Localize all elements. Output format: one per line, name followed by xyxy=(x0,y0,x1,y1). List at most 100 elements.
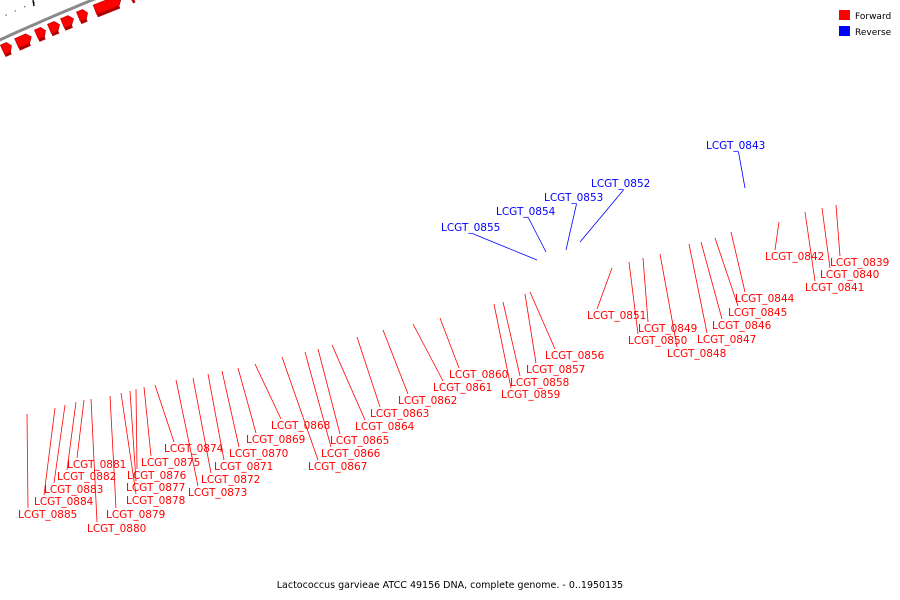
gene-label[interactable]: LCGT_0868 xyxy=(271,420,330,432)
gene-label[interactable]: LCGT_0851 xyxy=(587,310,646,322)
gene-label[interactable]: LCGT_0883 xyxy=(44,484,103,496)
gene-label[interactable]: LCGT_0865 xyxy=(330,435,389,447)
gene-label[interactable]: LCGT_0872 xyxy=(201,474,260,486)
label-leader xyxy=(143,386,152,457)
scale-dot xyxy=(24,5,26,8)
gene-blocks xyxy=(0,0,163,58)
label-leader xyxy=(109,395,117,509)
gene-block[interactable] xyxy=(92,0,124,18)
gene-label[interactable]: LCGT_0848 xyxy=(667,348,726,360)
gene-label[interactable]: LCGT_0880 xyxy=(87,523,146,535)
label-leader xyxy=(254,363,282,420)
label-leader xyxy=(688,243,708,334)
label-leader xyxy=(43,407,56,496)
gene-label[interactable]: LCGT_0885 xyxy=(18,509,77,521)
gene-label[interactable]: LCGT_0869 xyxy=(246,434,305,446)
gene-label[interactable]: LCGT_0879 xyxy=(106,509,165,521)
gene-label[interactable]: LCGT_0882 xyxy=(57,471,116,483)
gene-label[interactable]: LCGT_0839 xyxy=(830,257,889,269)
gene-block[interactable] xyxy=(14,32,35,51)
gene-label[interactable]: LCGT_0867 xyxy=(308,461,367,473)
gene-label[interactable]: LCGT_0861 xyxy=(433,382,492,394)
gene-block-shape[interactable] xyxy=(92,0,123,15)
label-leader xyxy=(642,257,649,323)
gene-block[interactable] xyxy=(0,41,14,58)
label-leader xyxy=(412,323,444,382)
gene-label[interactable]: LCGT_0841 xyxy=(805,282,864,294)
gene-label[interactable]: LCGT_0845 xyxy=(728,307,787,319)
gene-label[interactable]: LCGT_0881 xyxy=(67,459,126,471)
gene-block-shadow xyxy=(80,18,88,25)
gene-label[interactable]: LCGT_0860 xyxy=(449,369,508,381)
gene-block-shape[interactable] xyxy=(47,20,61,34)
genome-caption: Lactococcus garvieae ATCC 49156 DNA, com… xyxy=(277,580,623,591)
gene-label[interactable]: LCGT_0840 xyxy=(820,269,879,281)
label-leader xyxy=(53,404,66,484)
label-leader xyxy=(26,413,29,509)
gene-block-shape[interactable] xyxy=(34,26,47,40)
label-leader xyxy=(529,291,556,350)
gene-block[interactable] xyxy=(47,20,62,37)
gene-block[interactable] xyxy=(76,8,90,25)
gene-label[interactable]: LCGT_0864 xyxy=(355,421,415,433)
label-leader xyxy=(439,317,460,369)
gene-label[interactable]: LCGT_0878 xyxy=(126,495,185,507)
gene-label[interactable]: LCGT_0850 xyxy=(628,335,687,347)
label-leader-lines xyxy=(26,151,841,523)
gene-label[interactable]: LCGT_0849 xyxy=(638,323,697,335)
gene-block[interactable] xyxy=(127,0,136,4)
gene-label[interactable]: LCGT_0874 xyxy=(164,443,224,455)
gene-label[interactable]: LCGT_0858 xyxy=(510,377,569,389)
gene-block-shadow xyxy=(96,5,121,18)
gene-label[interactable]: LCGT_0873 xyxy=(188,487,247,499)
gene-label[interactable]: LCGT_0844 xyxy=(735,293,795,305)
gene-block[interactable] xyxy=(60,14,77,31)
label-leader xyxy=(596,267,613,310)
gene-label[interactable]: LCGT_0853 xyxy=(544,192,603,204)
gene-block-shape[interactable] xyxy=(60,14,76,29)
gene-block-shadow xyxy=(64,24,73,31)
gene-label[interactable]: LCGT_0884 xyxy=(34,496,94,508)
label-leader xyxy=(502,301,521,377)
label-leader xyxy=(730,231,746,293)
gene-block-shape[interactable] xyxy=(0,41,13,55)
gene-label[interactable]: LCGT_0866 xyxy=(321,448,381,460)
label-leader xyxy=(331,344,366,421)
label-leader xyxy=(659,253,678,348)
label-leader xyxy=(714,237,739,307)
gene-label[interactable]: LCGT_0846 xyxy=(712,320,772,332)
gene-label[interactable]: LCGT_0862 xyxy=(398,395,457,407)
gene-label[interactable]: LCGT_0863 xyxy=(370,408,429,420)
label-leader xyxy=(281,356,319,461)
label-leader xyxy=(835,204,841,257)
legend-reverse-label: Reverse xyxy=(855,28,892,38)
gene-block-shape[interactable] xyxy=(76,8,89,22)
gene-block[interactable] xyxy=(34,26,48,42)
gene-block-shadow xyxy=(51,30,60,37)
label-leader xyxy=(493,303,512,389)
gene-label[interactable]: LCGT_0875 xyxy=(141,457,200,469)
gene-label[interactable]: LCGT_0855 xyxy=(441,222,500,234)
gene-label[interactable]: LCGT_0843 xyxy=(706,140,765,152)
gene-label[interactable]: LCGT_0876 xyxy=(127,470,187,482)
gene-block-shadow xyxy=(18,42,31,51)
gene-label[interactable]: LCGT_0852 xyxy=(591,178,650,190)
gene-label[interactable]: LCGT_0854 xyxy=(496,206,556,218)
gene-label[interactable]: LCGT_0847 xyxy=(697,334,756,346)
gene-label[interactable]: LCGT_0842 xyxy=(765,251,824,263)
gene-label[interactable]: LCGT_0859 xyxy=(501,389,560,401)
label-leader xyxy=(565,203,577,251)
gene-label[interactable]: LCGT_0871 xyxy=(214,461,273,473)
gene-label[interactable]: LCGT_0856 xyxy=(545,350,605,362)
kbp-scale: 870 kbp875 kbp880 kbp885 kbp890 kbp895 k… xyxy=(5,0,35,16)
gene-label[interactable]: LCGT_0877 xyxy=(126,482,185,494)
gene-label[interactable]: LCGT_0857 xyxy=(526,364,585,376)
label-leader xyxy=(192,377,212,474)
scale-tick xyxy=(32,0,35,7)
gene-label[interactable]: LCGT_0870 xyxy=(229,448,288,460)
gene-block-shape[interactable] xyxy=(14,32,34,49)
genome-backbone xyxy=(0,0,97,42)
label-leader xyxy=(221,370,240,448)
